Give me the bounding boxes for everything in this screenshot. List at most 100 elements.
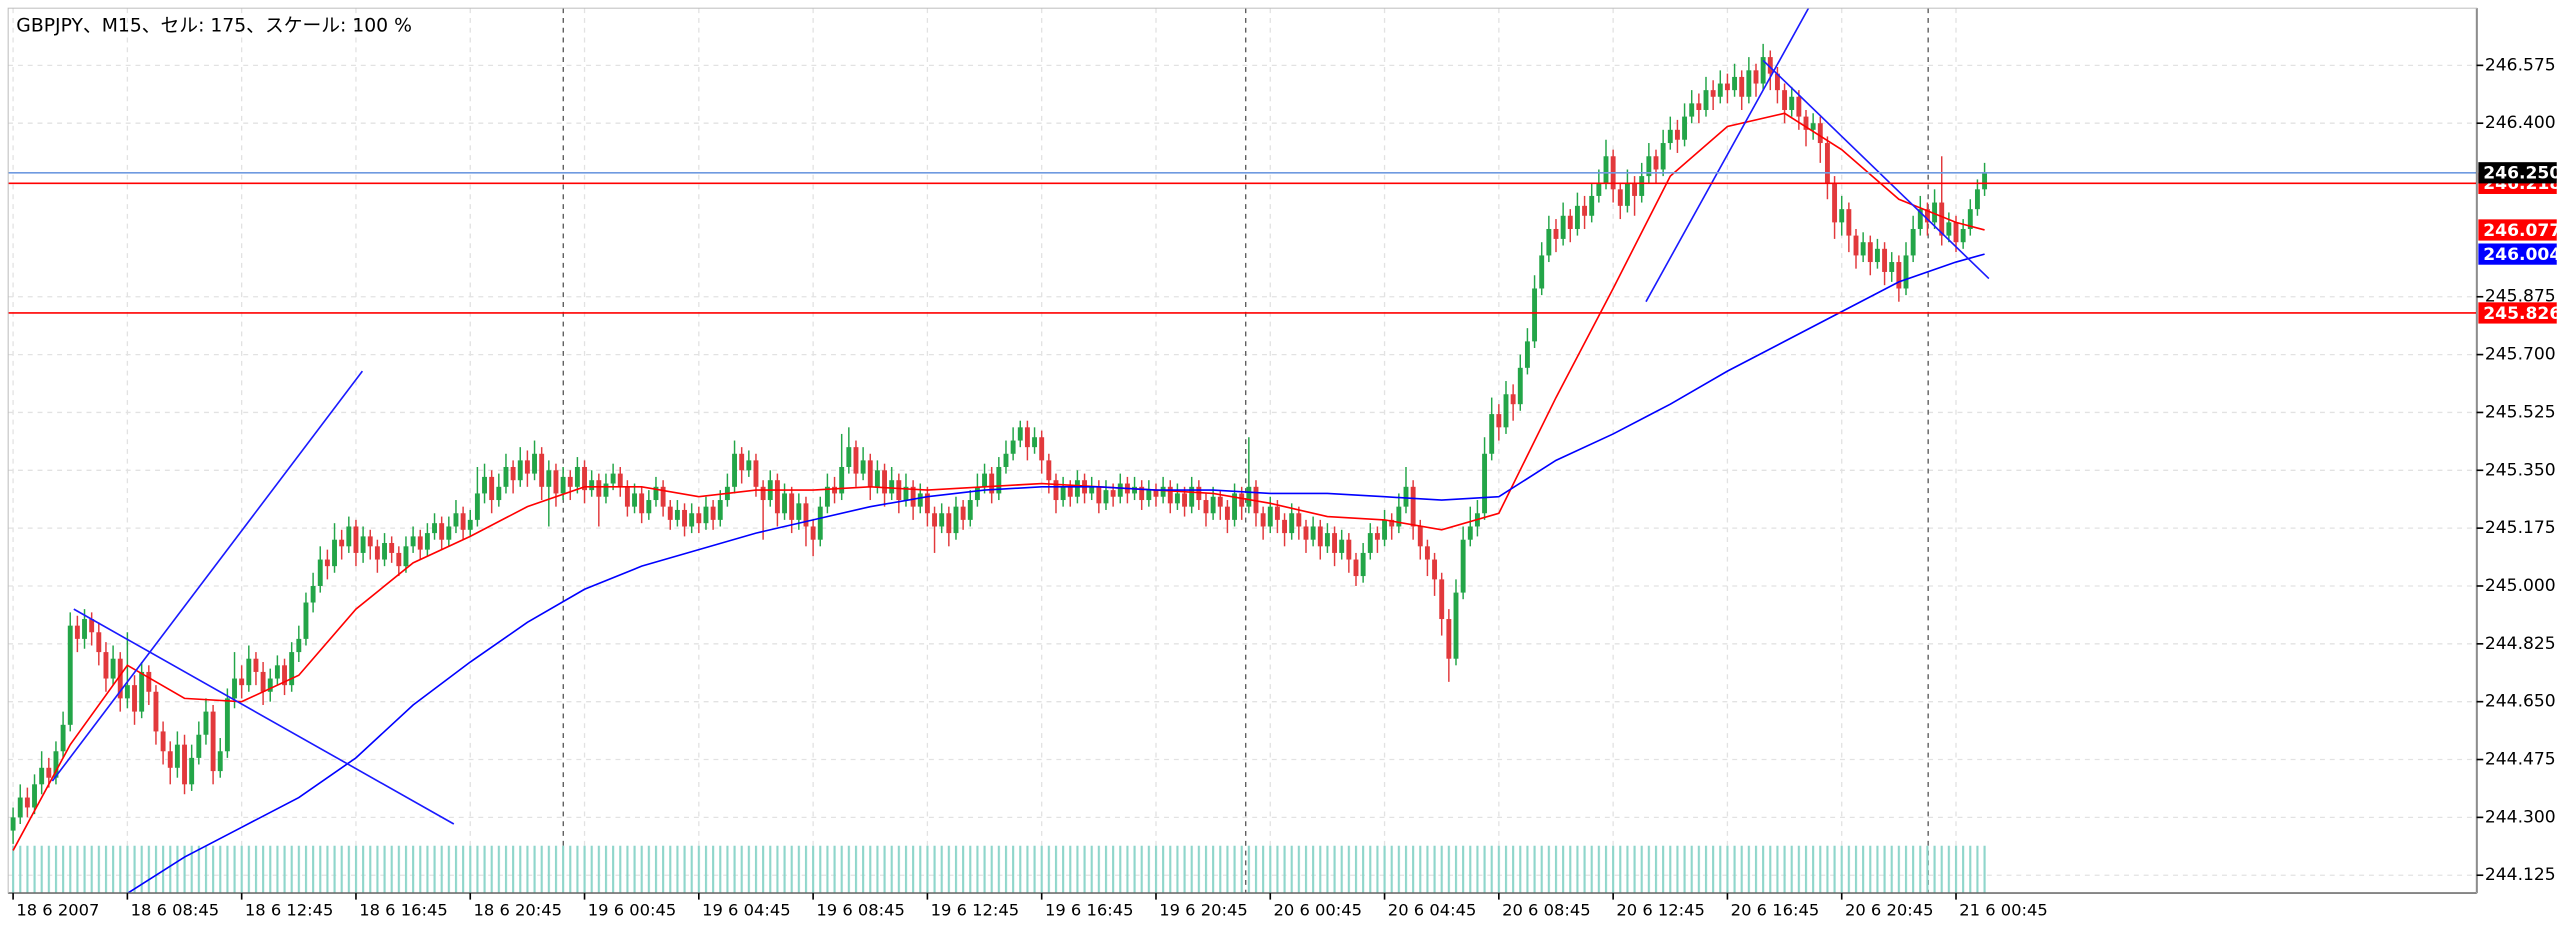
candle-body	[1353, 559, 1359, 577]
candle-body	[282, 665, 287, 686]
candle-body	[1639, 176, 1645, 196]
candle-body	[1139, 486, 1145, 501]
candle-body	[1467, 526, 1473, 540]
candle-body	[560, 476, 566, 494]
candle-body	[39, 767, 45, 785]
y-tick-label: 246.575	[2485, 55, 2556, 75]
candle-body	[396, 552, 402, 567]
candle-body	[989, 473, 995, 494]
candle-body	[139, 671, 145, 712]
candle-body	[1167, 486, 1173, 504]
candle-body	[517, 460, 523, 481]
candle-body	[774, 480, 780, 514]
plot	[8, 8, 2477, 894]
candle-body	[1503, 394, 1509, 428]
candle-body	[339, 539, 345, 547]
candle-body	[710, 506, 716, 520]
candle-body	[496, 486, 502, 501]
candle-body	[1910, 228, 1916, 256]
candle-body	[1367, 533, 1373, 553]
candle-body	[1460, 539, 1466, 593]
y-tick-label: 244.125	[2485, 865, 2556, 885]
candle-body	[582, 466, 587, 491]
candle-body	[1346, 539, 1352, 560]
candle-body	[346, 526, 352, 547]
candle-body	[1017, 427, 1023, 441]
candle-body	[803, 503, 809, 527]
candle-body	[1532, 288, 1538, 342]
x-tick-label: 18 6 16:45	[359, 901, 448, 920]
candle-body	[1332, 533, 1338, 553]
candle-body	[882, 470, 887, 494]
candle-body	[1339, 539, 1345, 553]
candle-body	[1060, 486, 1066, 501]
candle-body	[1274, 506, 1280, 520]
candle-body	[1682, 116, 1688, 140]
y-tick-label: 245.350	[2485, 460, 2556, 480]
candle-body	[1382, 519, 1388, 540]
candle-body	[603, 483, 609, 497]
y-tick-label: 245.875	[2485, 287, 2556, 307]
candle-body	[1624, 182, 1630, 206]
candle-body	[632, 493, 637, 507]
candle-body	[1603, 156, 1609, 183]
candle-body	[653, 486, 659, 501]
x-tick-label: 20 6 12:45	[1616, 901, 1705, 920]
candle-body	[1260, 513, 1266, 527]
candle-body	[1882, 248, 1888, 272]
x-tick-label: 20 6 08:45	[1502, 901, 1591, 920]
price-tag-label: 246.250	[2483, 164, 2560, 184]
candle-body	[1789, 96, 1795, 110]
candle-body	[860, 460, 866, 474]
candle-body	[1024, 427, 1030, 448]
x-tick-label: 20 6 20:45	[1845, 901, 1934, 920]
candle-body	[317, 559, 323, 586]
candle-body	[1203, 500, 1209, 514]
candle-body	[1224, 506, 1230, 520]
candle-body	[374, 546, 380, 560]
candle-body	[660, 486, 666, 507]
candle-body	[1660, 143, 1666, 170]
candle-body	[160, 731, 166, 752]
candle-body	[903, 486, 909, 501]
candle-body	[1510, 394, 1516, 405]
candle-body	[1160, 486, 1166, 497]
candle-body	[474, 493, 480, 520]
candle-body	[939, 513, 945, 527]
price-tag	[2478, 219, 2557, 241]
candle-body	[1039, 437, 1045, 461]
candle-body	[1496, 414, 1502, 428]
candle-body	[1710, 90, 1716, 97]
x-tick-label: 19 6 20:45	[1159, 901, 1248, 920]
price-tag	[2478, 243, 2557, 265]
candle-body	[1032, 437, 1037, 448]
candle-body	[196, 734, 202, 758]
candle-body	[1189, 486, 1195, 507]
candle-body	[1053, 480, 1059, 501]
candle-body	[1917, 209, 1923, 229]
candle-body	[24, 797, 30, 808]
candle-body	[182, 744, 187, 785]
grid	[8, 8, 2477, 894]
candle-body	[432, 523, 437, 534]
candle-body	[1374, 533, 1380, 540]
plot-frame	[7, 7, 2478, 894]
x-tick-label: 19 6 00:45	[588, 901, 677, 920]
candle-body	[910, 486, 916, 507]
candle-body	[303, 602, 309, 639]
candle-body	[539, 453, 545, 487]
candle-body	[667, 506, 673, 520]
candle-body	[217, 751, 223, 772]
price-tag-label: 246.077	[2483, 221, 2560, 241]
candle-body	[1846, 209, 1852, 236]
candle-body	[1432, 559, 1438, 580]
candle-body	[1782, 90, 1788, 110]
candle-body	[324, 559, 330, 567]
candle-body	[446, 526, 452, 540]
x-tick-label: 19 6 08:45	[816, 901, 905, 920]
candle-body	[360, 536, 366, 553]
candle-body	[917, 493, 923, 507]
candle-body	[1317, 526, 1323, 547]
candle-body	[1803, 116, 1809, 130]
